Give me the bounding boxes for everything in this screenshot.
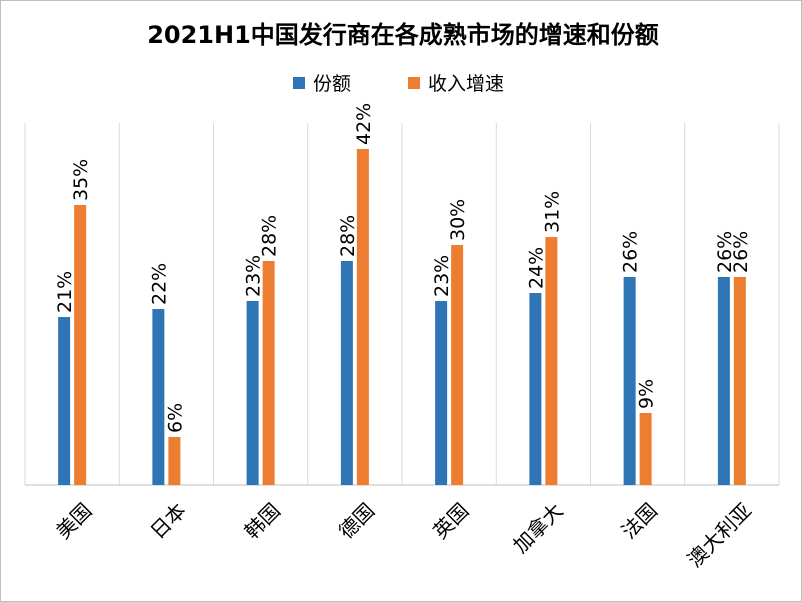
data-label-growth: 35% — [70, 159, 92, 201]
data-label-share: 28% — [337, 215, 359, 257]
bar-growth — [733, 277, 746, 485]
category-label: 法国 — [617, 498, 662, 543]
data-label-growth: 9% — [636, 379, 658, 409]
legend-label-growth: 收入增速 — [428, 73, 504, 95]
data-label-share: 23% — [431, 255, 453, 297]
bar-share — [623, 277, 636, 485]
data-label-growth: 28% — [259, 215, 281, 257]
data-label-growth: 42% — [353, 103, 375, 145]
bar-share — [529, 293, 542, 485]
bar-growth — [74, 205, 87, 485]
data-label-share: 26% — [714, 231, 736, 273]
bar-growth — [168, 437, 181, 485]
data-label-share: 26% — [620, 231, 642, 273]
legend: 份额 收入增速 — [293, 73, 504, 95]
data-label-share: 22% — [148, 263, 170, 305]
category-label: 英国 — [428, 498, 473, 543]
data-label-growth: 31% — [541, 191, 563, 233]
data-label-share: 23% — [243, 255, 265, 297]
legend-swatch-growth — [408, 77, 420, 89]
category-label: 韩国 — [240, 498, 285, 543]
bar-share — [246, 301, 259, 485]
legend-label-share: 份额 — [313, 73, 351, 95]
category-label: 澳大利亚 — [683, 498, 757, 572]
bar-growth — [545, 237, 558, 485]
bar-share — [58, 317, 71, 485]
bar-share — [435, 301, 448, 485]
bar-growth — [639, 413, 652, 485]
bar-share — [152, 309, 165, 485]
category-label: 日本 — [145, 498, 190, 543]
data-label-growth: 6% — [164, 403, 186, 433]
plot-area: 21%35%美国22%6%日本23%28%韩国28%42%德国23%30%英国2… — [24, 103, 780, 572]
data-label-growth: 30% — [447, 199, 469, 241]
bar-share — [340, 261, 353, 485]
category-label: 加拿大 — [508, 498, 567, 557]
bar-growth — [356, 149, 369, 485]
data-label-share: 24% — [525, 247, 547, 289]
category-label: 美国 — [51, 498, 96, 543]
category-label: 德国 — [334, 498, 379, 543]
legend-swatch-share — [293, 77, 305, 89]
chart-title: 2021H1中国发行商在各成熟市场的增速和份额 — [147, 21, 659, 49]
bar-growth — [451, 245, 464, 485]
data-label-share: 21% — [54, 271, 76, 313]
bar-share — [717, 277, 730, 485]
data-label-growth: 26% — [730, 231, 752, 273]
bar-growth — [262, 261, 275, 485]
